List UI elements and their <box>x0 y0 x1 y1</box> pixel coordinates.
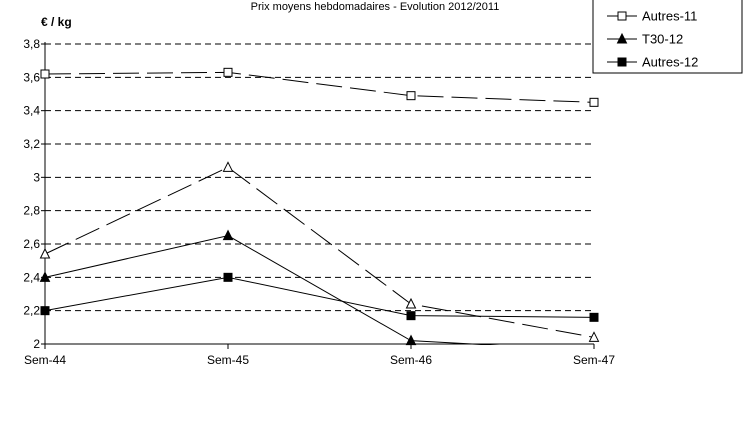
data-point <box>39 247 51 259</box>
x-tick-label: Sem-47 <box>573 353 615 367</box>
y-tick-label: 2,8 <box>23 204 40 218</box>
series-line <box>44 235 500 345</box>
series-line <box>44 166 595 338</box>
series-line <box>44 276 595 318</box>
axes <box>41 42 595 349</box>
data-point <box>405 297 417 309</box>
y-tick-labels: 2 2,2 2,4 2,6 2,8 3 3,2 3,4 3,6 3,8 <box>23 37 40 351</box>
gridlines <box>45 43 594 312</box>
x-tick-label: Sem-45 <box>207 353 249 367</box>
y-tick-label: 3,2 <box>23 137 40 151</box>
y-axis-label: € / kg <box>41 15 72 29</box>
legend-label: T30-12 <box>642 32 683 47</box>
y-tick-label: 2,4 <box>23 270 40 284</box>
y-tick-label: 2,2 <box>23 304 40 318</box>
data-point <box>617 57 627 67</box>
data-point <box>588 331 600 342</box>
legend-label: Autres-11 <box>642 9 697 24</box>
data-point <box>222 161 234 172</box>
x-tick-label: Sem-44 <box>24 353 66 367</box>
y-tick-label: 3 <box>33 170 40 184</box>
data-point <box>40 69 50 79</box>
x-tick-labels: Sem-44 Sem-45 Sem-46 Sem-47 <box>24 353 615 367</box>
data-point <box>40 306 50 316</box>
x-tick-label: Sem-46 <box>390 353 432 367</box>
legend: Autres-11 T30-12 Autres-12 <box>592 0 743 74</box>
data-point <box>589 97 599 107</box>
y-tick-label: 2 <box>33 337 40 351</box>
chart-title: Prix moyens hebdomadaires - Evolution 20… <box>251 1 500 13</box>
data-point <box>222 229 234 241</box>
legend-label: Autres-12 <box>642 55 698 70</box>
data-point <box>616 32 628 44</box>
data-point <box>406 311 416 321</box>
data-point <box>39 271 51 282</box>
series-line <box>44 71 595 103</box>
data-point <box>617 11 627 21</box>
data-point <box>223 67 233 77</box>
series-group <box>44 71 595 345</box>
y-tick-label: 3,8 <box>23 37 40 51</box>
y-tick-label: 2,6 <box>23 237 40 251</box>
data-point <box>406 91 416 101</box>
data-point <box>405 334 417 346</box>
data-point <box>223 272 233 282</box>
y-tick-label: 3,4 <box>23 104 40 118</box>
data-point <box>589 312 599 322</box>
y-tick-label: 3,6 <box>23 70 40 84</box>
markers-group <box>39 67 600 346</box>
